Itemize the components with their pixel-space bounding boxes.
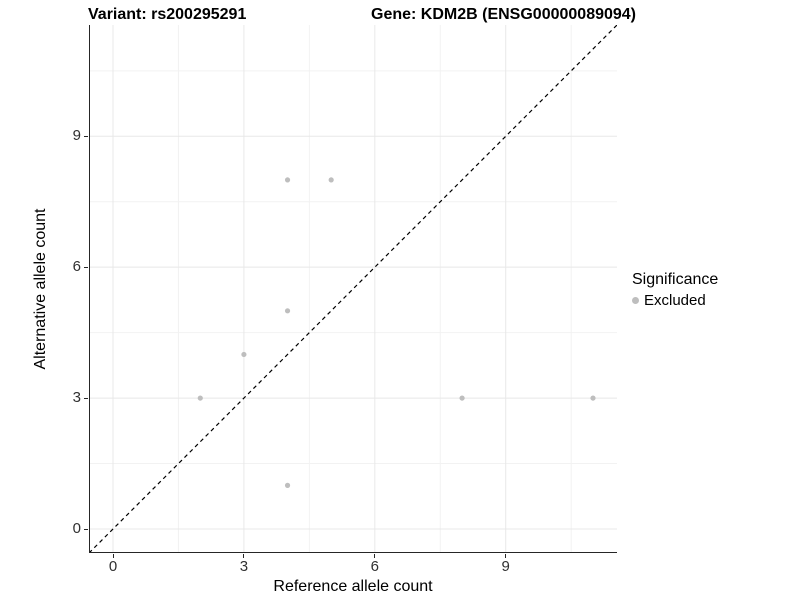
data-point	[241, 351, 247, 358]
y-tick-label: 0	[72, 520, 81, 537]
y-tick-mark	[84, 135, 88, 137]
data-point	[284, 482, 291, 488]
x-tick-mark	[505, 554, 507, 558]
plot-title-gene: Gene: KDM2B (ENSG00000089094)	[371, 6, 637, 23]
x-tick-label: 3	[239, 558, 249, 575]
x-tick-mark	[374, 554, 376, 558]
data-point	[284, 308, 291, 314]
data-point	[284, 177, 291, 183]
data-point	[459, 395, 465, 401]
excluded-point-icon	[632, 297, 639, 304]
plot-panel	[88, 24, 618, 554]
x-tick-label: 9	[501, 558, 510, 575]
y-tick-label: 6	[72, 258, 81, 276]
legend: Significance Excluded	[632, 271, 718, 309]
data-point	[197, 395, 203, 401]
legend-item-excluded: Excluded	[632, 292, 718, 309]
data-point	[590, 395, 596, 401]
legend-title: Significance	[632, 271, 719, 288]
y-tick-mark	[84, 266, 88, 268]
x-tick-label: 6	[370, 558, 379, 575]
x-tick-mark	[243, 554, 245, 558]
x-tick-mark	[112, 554, 114, 558]
y-tick-mark	[84, 528, 88, 530]
y-axis-title: Alternative allele count	[32, 208, 49, 370]
y-tick-mark	[84, 397, 88, 399]
x-tick-label: 0	[108, 558, 118, 575]
legend-item-label: Excluded	[644, 292, 706, 309]
identity-line	[88, 24, 618, 554]
plot-title-variant: Variant: rs200295291	[88, 6, 247, 23]
y-tick-label: 9	[72, 127, 81, 145]
y-tick-label: 3	[72, 389, 81, 407]
scatter-plot-canvas	[88, 24, 618, 554]
data-point	[328, 177, 334, 183]
x-axis-title: Reference allele count	[273, 578, 433, 595]
